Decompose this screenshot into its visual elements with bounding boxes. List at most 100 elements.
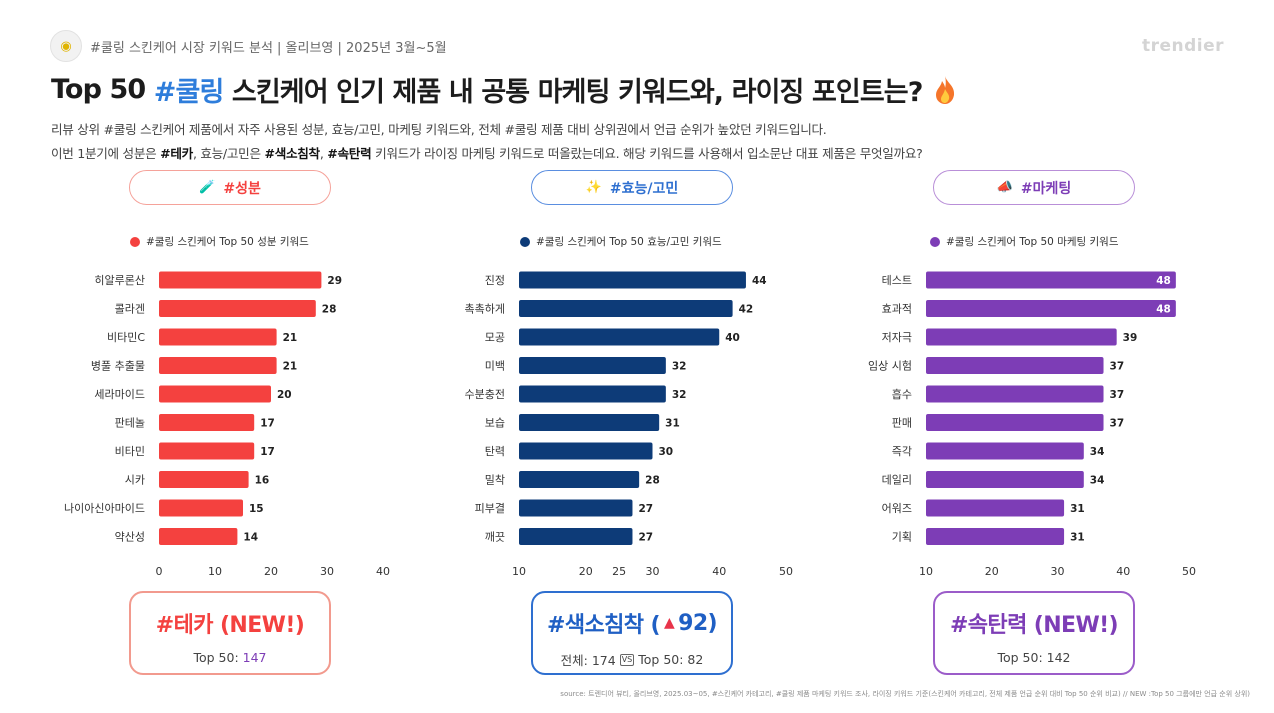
desc2-keyword-teca: #테카 xyxy=(160,146,193,161)
category-label-0-4: 세라마이드 xyxy=(94,388,145,401)
bar-1-0 xyxy=(519,271,746,289)
bar-1-5 xyxy=(519,414,660,431)
x-tick-label-0-2: 20 xyxy=(264,565,278,578)
highlight-card-teca: #테카 (NEW!) Top 50: 147 xyxy=(129,591,331,675)
bar-2-3 xyxy=(926,357,1104,374)
page-title: Top 50 #쿨링 스킨케어 인기 제품 내 공통 마케팅 키워드와, 라이징… xyxy=(51,70,957,109)
category-label-1-7: 밀착 xyxy=(485,474,505,487)
category-label-0-9: 약산성 xyxy=(115,530,145,544)
bar-0-8 xyxy=(159,499,243,517)
desc2-e: , xyxy=(319,146,328,161)
x-tick-label-2-1: 20 xyxy=(985,565,999,578)
description-line-1: 리뷰 상위 #쿨링 스킨케어 제품에서 자주 사용된 성분, 효능/고민, 마케… xyxy=(51,122,827,137)
pill-marketing-label: #마케팅 xyxy=(1020,180,1072,197)
description-line-2: 이번 1분기에 성분은 #테카, 효능/고민은 #색소침착, #속탄력 키워드가… xyxy=(51,143,923,162)
bar-2-9 xyxy=(926,528,1065,545)
category-label-0-7: 시카 xyxy=(125,474,145,487)
pill-marketing: 📣 #마케팅 xyxy=(933,170,1135,205)
x-tick-label-2-2: 30 xyxy=(1051,565,1065,578)
bar-0-2 xyxy=(159,328,277,346)
card-elastic-stat: Top 50: 142 xyxy=(997,650,1071,665)
x-tick-label-1-5: 50 xyxy=(779,565,793,578)
megaphone-icon: 📣 xyxy=(996,180,1013,195)
x-tick-label-0-0: 0 xyxy=(156,565,163,578)
category-label-0-6: 비타민 xyxy=(115,445,145,458)
legend-ingredient-label: #쿨링 스킨케어 Top 50 성분 키워드 xyxy=(146,236,309,248)
bar-2-2 xyxy=(926,328,1117,346)
bar-2-7 xyxy=(926,471,1084,488)
category-label-2-3: 임상 시험 xyxy=(868,360,912,373)
x-tick-label-2-4: 50 xyxy=(1182,565,1196,578)
highlight-card-elastic: #속탄력 (NEW!) Top 50: 142 xyxy=(933,591,1135,675)
card-pigment-overall-rank: 전체: 174 xyxy=(560,653,616,668)
x-tick-label-1-0: 10 xyxy=(512,565,526,578)
value-label-1-4: 32 xyxy=(672,389,687,401)
sparkles-icon: ✨ xyxy=(585,180,602,195)
bar-2-6 xyxy=(926,442,1084,460)
x-tick-label-2-0: 10 xyxy=(919,565,933,578)
category-label-1-9: 깨끗 xyxy=(485,531,505,544)
category-label-0-1: 콜라겐 xyxy=(115,303,145,316)
value-label-2-0: 48 xyxy=(1156,275,1171,287)
category-label-1-4: 수분충전 xyxy=(465,388,505,401)
category-label-1-6: 탄력 xyxy=(485,445,505,458)
value-label-0-3: 21 xyxy=(283,361,298,373)
legend-marketing-label: #쿨링 스킨케어 Top 50 마케팅 키워드 xyxy=(946,236,1119,248)
report-topline: #쿨링 스킨케어 시장 키워드 분석 | 올리브영 | 2025년 3월~5월 xyxy=(90,41,447,56)
value-label-1-2: 40 xyxy=(725,332,740,344)
value-label-2-7: 34 xyxy=(1090,475,1105,487)
desc2-keyword-pigment: #색소침착 xyxy=(264,146,320,161)
value-label-0-6: 17 xyxy=(260,446,275,458)
value-label-1-7: 28 xyxy=(645,475,660,487)
card-elastic-title: #속탄력 (NEW!) xyxy=(935,607,1133,639)
bar-1-1 xyxy=(519,300,733,317)
value-label-2-5: 37 xyxy=(1110,418,1125,430)
value-label-1-3: 32 xyxy=(672,361,687,373)
value-label-0-0: 29 xyxy=(327,275,342,287)
bar-1-3 xyxy=(519,357,666,374)
fire-icon xyxy=(935,75,954,104)
value-label-1-0: 44 xyxy=(752,275,767,287)
card-teca-keyword: #테카 (NEW!) xyxy=(155,613,305,638)
value-label-1-9: 27 xyxy=(638,532,653,544)
category-label-2-8: 어워즈 xyxy=(882,502,912,515)
value-label-2-6: 34 xyxy=(1090,446,1105,458)
legend-dot xyxy=(520,236,530,247)
value-label-0-5: 17 xyxy=(260,418,275,430)
category-label-1-1: 촉촉하게 xyxy=(465,302,505,316)
card-teca-stat-value: 147 xyxy=(242,650,267,665)
desc2-c: , 효능/고민은 xyxy=(192,146,265,161)
bar-2-1 xyxy=(926,300,1176,317)
value-label-1-5: 31 xyxy=(665,418,680,430)
value-label-0-1: 28 xyxy=(322,304,337,316)
category-label-1-3: 미백 xyxy=(485,360,505,373)
category-label-2-6: 즉각 xyxy=(892,445,912,458)
value-label-2-1: 48 xyxy=(1156,304,1171,316)
card-teca-title: #테카 (NEW!) xyxy=(131,607,329,639)
highlight-card-pigment: #색소침착 ( ▲ 92) 전체: 174 VS Top 50: 82 xyxy=(531,591,733,675)
value-label-1-1: 42 xyxy=(739,304,754,316)
value-label-2-8: 31 xyxy=(1070,503,1085,515)
card-teca-stat: Top 50: 147 xyxy=(131,650,329,665)
x-tick-label-1-2: 25 xyxy=(612,565,626,578)
rise-arrow-icon: ▲ xyxy=(663,615,675,631)
value-label-0-2: 21 xyxy=(283,332,298,344)
bar-1-9 xyxy=(519,528,633,545)
value-label-2-4: 37 xyxy=(1110,389,1125,401)
bar-0-1 xyxy=(159,300,316,317)
legend-dot xyxy=(130,236,140,247)
category-label-0-0: 히알루론산 xyxy=(94,273,145,287)
bar-1-2 xyxy=(519,328,720,346)
x-tick-label-0-4: 40 xyxy=(376,565,390,578)
card-pigment-title: #색소침착 ( ▲ 92) xyxy=(533,607,731,639)
bar-1-8 xyxy=(519,499,633,517)
legend-dot xyxy=(930,236,940,247)
desc2-g: 키워드가 라이징 마케팅 키워드로 떠올랐는데요. 해당 키워드를 사용해서 입… xyxy=(371,146,923,161)
category-label-0-8: 나이아신아마이드 xyxy=(64,502,145,515)
category-label-2-5: 판매 xyxy=(892,417,912,430)
category-label-1-2: 모공 xyxy=(485,331,505,344)
bar-2-5 xyxy=(926,414,1104,431)
value-label-2-3: 37 xyxy=(1110,361,1125,373)
olive-young-logo: ◉ xyxy=(50,30,82,62)
category-label-2-7: 데일리 xyxy=(882,473,912,487)
